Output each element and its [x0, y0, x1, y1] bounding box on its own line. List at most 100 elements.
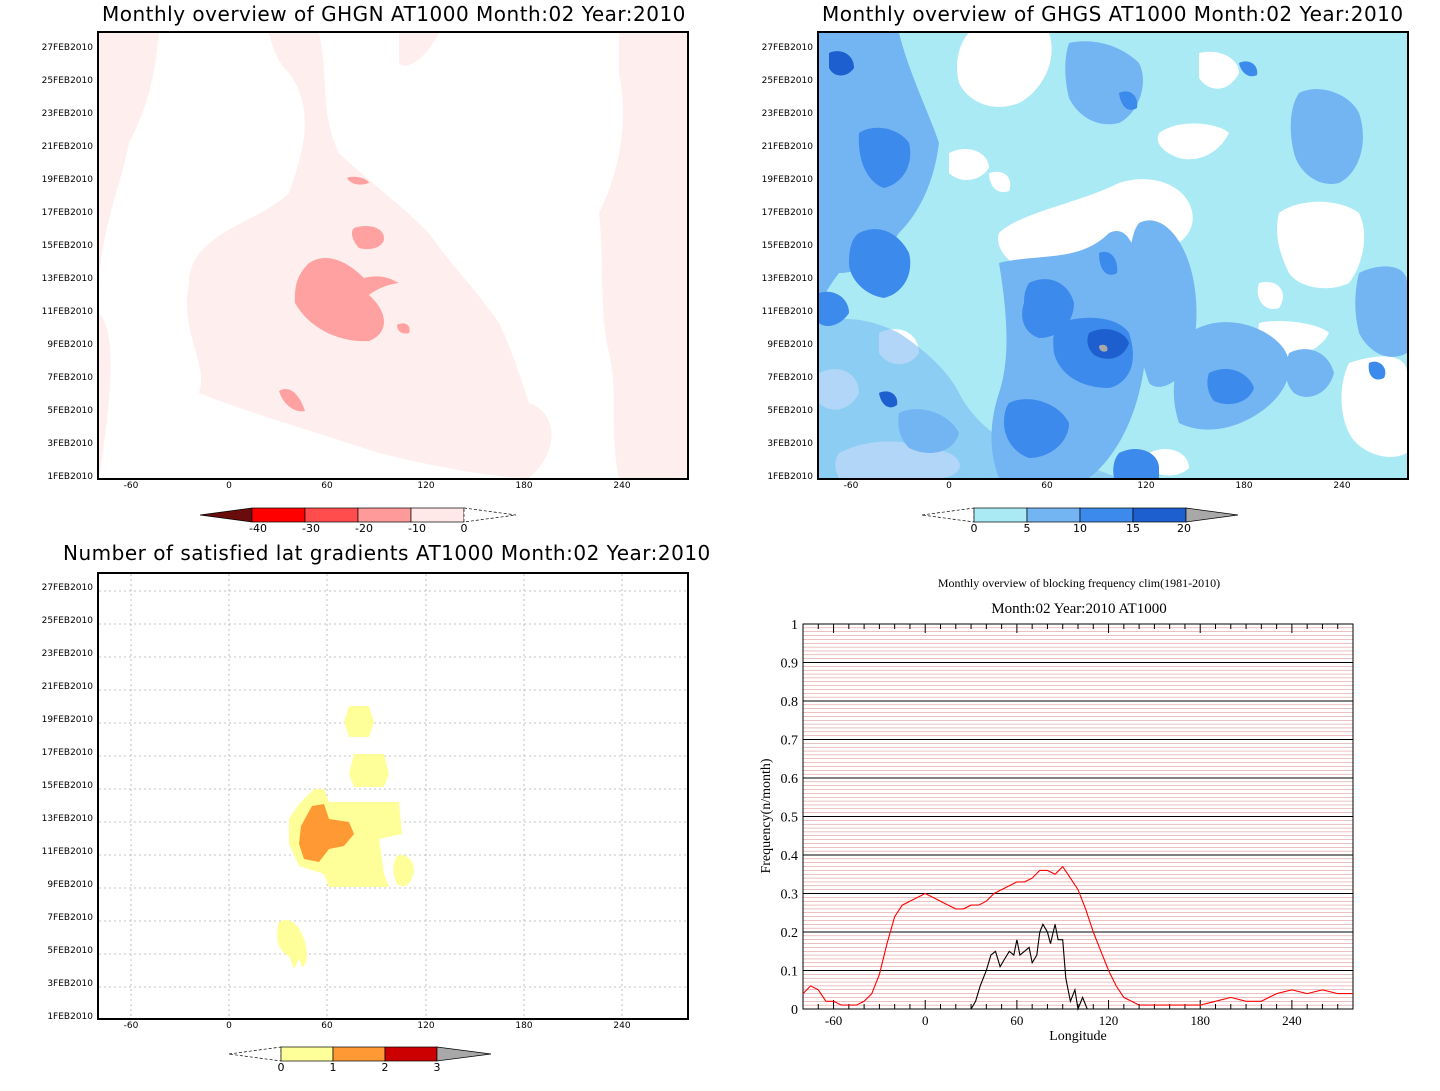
- lat-cb-lab-3: 3: [433, 1061, 441, 1074]
- ghgs-title: Monthly overview of GHGS AT1000 Month:02…: [822, 2, 1404, 26]
- freq-subtitle: Month:02 Year:2010 AT1000: [991, 601, 1166, 617]
- freq-ytick-label: 1: [791, 618, 798, 633]
- freq-xlabel: Longitude: [1049, 1029, 1107, 1044]
- ghgs-map: [817, 31, 1409, 480]
- ghgn-field: [99, 33, 687, 478]
- ghgn-cb-lab-3: -10: [408, 522, 426, 535]
- ghgs-xlab-1: 0: [946, 481, 952, 491]
- freq-xtick-label: 240: [1282, 1013, 1302, 1028]
- ghgs-ylab-5: 11FEB2010: [761, 307, 813, 317]
- ghgs-ylab-13: 27FEB2010: [761, 43, 813, 53]
- lat-cb-lab-1: 1: [329, 1061, 337, 1074]
- ghgn-cb-lab-1: -30: [302, 522, 320, 535]
- ghgs-xlab-5: 240: [1333, 481, 1351, 491]
- lat-ylab-3: 7FEB2010: [47, 913, 93, 923]
- ghgs-ylab-3: 7FEB2010: [767, 373, 813, 383]
- ghgs-xlab-2: 60: [1041, 481, 1053, 491]
- lat-field: [99, 574, 687, 1018]
- ghgn-ylab-5: 11FEB2010: [41, 307, 93, 317]
- freq-ytick-label: 0: [791, 1003, 798, 1018]
- ghgs-cb-lab-1: 5: [1023, 522, 1031, 535]
- ghgn-map: [97, 31, 689, 480]
- ghgn-ylab-0: 1FEB2010: [47, 472, 93, 482]
- freq-title: Monthly overview of blocking frequency c…: [938, 576, 1220, 590]
- lat-ylab-10: 21FEB2010: [41, 682, 93, 692]
- freq-ytick-label: 0.3: [781, 888, 799, 903]
- ghgs-ylab-10: 21FEB2010: [761, 142, 813, 152]
- ghgs-xlab-4: 180: [1235, 481, 1253, 491]
- ghgn-xlab-2: 60: [321, 481, 333, 491]
- ghgn-ylab-3: 7FEB2010: [47, 373, 93, 383]
- lat-ylab-7: 15FEB2010: [41, 781, 93, 791]
- ghgs-ylab-0: 1FEB2010: [767, 472, 813, 482]
- ghgs-ylab-12: 25FEB2010: [761, 76, 813, 86]
- ghgs-ylab-6: 13FEB2010: [761, 274, 813, 284]
- lat-xlab-5: 240: [613, 1021, 631, 1031]
- ghgs-ylab-1: 3FEB2010: [767, 439, 813, 449]
- ghgn-ylab-9: 19FEB2010: [41, 175, 93, 185]
- ghgs-xlab-0: -60: [843, 481, 859, 491]
- ghgn-ylab-12: 25FEB2010: [41, 76, 93, 86]
- lat-xlab-1: 0: [226, 1021, 232, 1031]
- ghgn-cb-lab-0: -40: [249, 522, 267, 535]
- ghgn-colorbar: [200, 507, 517, 523]
- ghgn-cb-lab-4: 0: [460, 522, 468, 535]
- ghgn-ylab-10: 21FEB2010: [41, 142, 93, 152]
- lat-ylab-8: 17FEB2010: [41, 748, 93, 758]
- freq-ytick-label: 0.1: [781, 965, 799, 980]
- freq-ylabel: Frequency(n/month): [759, 758, 774, 873]
- lat-title: Number of satisfied lat gradients AT1000…: [63, 541, 711, 565]
- freq-ytick-label: 0.6: [781, 772, 799, 787]
- lat-map: [97, 572, 689, 1020]
- freq-ytick-label: 0.9: [781, 657, 799, 672]
- lat-cb-lab-2: 2: [381, 1061, 389, 1074]
- freq-series-climatology-line: [802, 865, 1353, 1006]
- ghgs-colorbar: [922, 507, 1239, 523]
- ghgs-ylab-4: 9FEB2010: [767, 340, 813, 350]
- ghgs-ylab-11: 23FEB2010: [761, 109, 813, 119]
- ghgn-ylab-4: 9FEB2010: [47, 340, 93, 350]
- freq-ytick-label: 0.2: [781, 926, 799, 941]
- ghgn-xlab-4: 180: [515, 481, 533, 491]
- lat-ylab-9: 19FEB2010: [41, 715, 93, 725]
- freq-ytick-label: 0.8: [781, 695, 799, 710]
- ghgn-ylab-7: 15FEB2010: [41, 241, 93, 251]
- ghgn-xlab-3: 120: [417, 481, 435, 491]
- freq-series-monthly-line: [970, 923, 1094, 1012]
- ghgs-cb-lab-2: 10: [1073, 522, 1087, 535]
- ghgn-ylab-8: 17FEB2010: [41, 208, 93, 218]
- ghgs-ylab-9: 19FEB2010: [761, 175, 813, 185]
- lat-ylab-0: 1FEB2010: [47, 1012, 93, 1022]
- freq-ytick-label: 0.5: [781, 811, 799, 826]
- lat-ylab-2: 5FEB2010: [47, 946, 93, 956]
- lat-ylab-11: 23FEB2010: [41, 649, 93, 659]
- lat-ylab-4: 9FEB2010: [47, 880, 93, 890]
- freq-xtick-label: 180: [1190, 1013, 1210, 1028]
- ghgn-ylab-11: 23FEB2010: [41, 109, 93, 119]
- ghgn-ylab-1: 3FEB2010: [47, 439, 93, 449]
- lat-ylab-13: 27FEB2010: [41, 583, 93, 593]
- ghgs-cb-lab-3: 15: [1126, 522, 1140, 535]
- lat-ylab-1: 3FEB2010: [47, 979, 93, 989]
- freq-xtick-label: 60: [1010, 1013, 1023, 1028]
- lat-ylab-12: 25FEB2010: [41, 616, 93, 626]
- freq-xtick-label: -60: [825, 1013, 842, 1028]
- ghgn-cb-lab-2: -20: [355, 522, 373, 535]
- ghgn-xlab-5: 240: [613, 481, 631, 491]
- ghgs-xlab-3: 120: [1137, 481, 1155, 491]
- lat-xlab-0: -60: [123, 1021, 139, 1031]
- lat-ylab-6: 13FEB2010: [41, 814, 93, 824]
- lat-xlab-3: 120: [417, 1021, 435, 1031]
- freq-ytick-label: 0.4: [781, 849, 799, 864]
- freq-ytick-label: 0.7: [781, 734, 799, 749]
- ghgs-cb-lab-0: 0: [970, 522, 978, 535]
- lat-colorbar: [229, 1046, 492, 1062]
- ghgs-ylab-8: 17FEB2010: [761, 208, 813, 218]
- ghgs-ylab-7: 15FEB2010: [761, 241, 813, 251]
- ghgn-ylab-2: 5FEB2010: [47, 406, 93, 416]
- lat-cb-lab-0: 0: [277, 1061, 285, 1074]
- ghgs-field: [819, 33, 1407, 478]
- ghgn-ylab-13: 27FEB2010: [41, 43, 93, 53]
- ghgn-xlab-1: 0: [226, 481, 232, 491]
- ghgn-xlab-0: -60: [123, 481, 139, 491]
